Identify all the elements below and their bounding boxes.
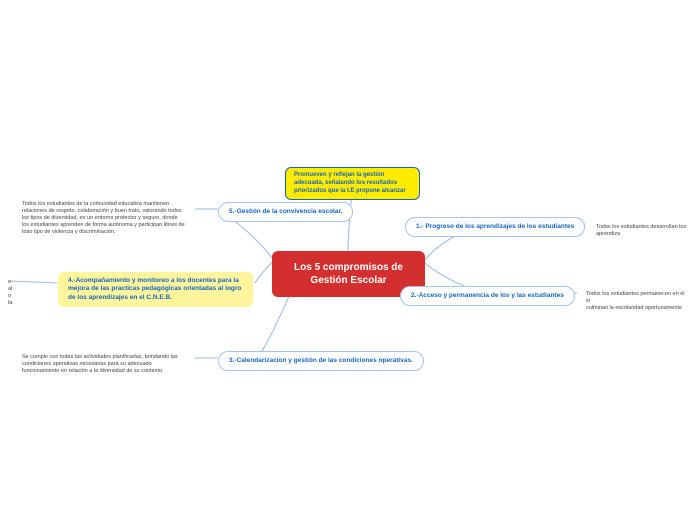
branch-2-node[interactable]: 2.-Acceso y permanencia de los y las est… [400, 286, 575, 306]
branch-3-node[interactable]: 3.-Calendarizacion y gestión de las cond… [218, 351, 424, 371]
branch-5-leaf: Todos los estudiantes de la comunidad ed… [14, 197, 194, 239]
branch-5-node[interactable]: 5.-Gestión de la convivencia escolar. [218, 202, 353, 222]
branch-1-node[interactable]: 1.- Progreso de los aprendizajes de los … [405, 217, 585, 237]
branch-4-leaf: e al o la [0, 275, 16, 311]
branch-4-node[interactable]: 4.-Acompañamiento y monitoreo a los doce… [58, 272, 253, 307]
branch-2-leaf: Todos los estudiantes permanecen en el s… [578, 287, 696, 316]
branch-1-leaf: Todos los estudiantes desarrollan los ap… [588, 220, 696, 242]
branch-3-leaf: Se cumple con todas las actividades plan… [14, 350, 194, 379]
top-description-node[interactable]: Promueven y reflejan la gestión adecuada… [285, 167, 420, 200]
